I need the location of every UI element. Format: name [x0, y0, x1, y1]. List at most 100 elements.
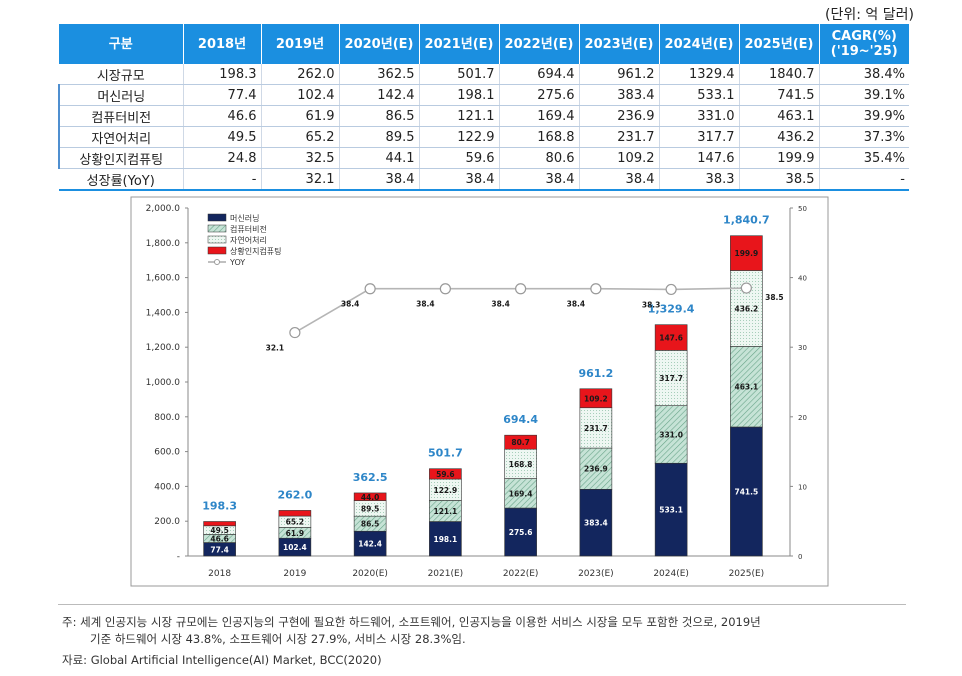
row-label: 컴퓨터비전 — [58, 105, 184, 127]
source-note: 자료: Global Artificial Intelligence(AI) M… — [62, 653, 382, 667]
bar-segment-label: 533.1 — [659, 506, 683, 515]
table-cell: 362.5 — [339, 64, 420, 85]
bar-segment-label: 59.6 — [436, 470, 455, 479]
header-2021: 2021년(E) — [419, 24, 500, 64]
legend-label: 자연어처리 — [230, 235, 267, 245]
bar-segment — [504, 434, 537, 450]
header-cagr-line2: ('19~'25) — [830, 44, 898, 59]
header-2024: 2024년(E) — [659, 24, 740, 64]
bar-segment-label: 741.5 — [735, 487, 759, 496]
table-cell: 38.4% — [819, 64, 909, 85]
table-row: 시장규모 198.3 262.0 362.5 501.7 694.4 961.2 1329.4… — [59, 64, 909, 85]
table-row: 상황인지컴퓨팅 24.8 32.5 44.1 59.6 80.6 109.2 147.6 199… — [58, 147, 909, 169]
yoy-point — [364, 283, 376, 295]
yoy-point — [665, 283, 677, 296]
table-cell: 44.1 — [339, 147, 420, 169]
table-cell: 741.5 — [739, 84, 820, 106]
bar-segment — [730, 235, 763, 271]
table-cell: 102.4 — [261, 84, 340, 106]
table-cell: 501.7 — [419, 64, 500, 85]
y-tick-label: 1,400.0 — [146, 308, 181, 318]
table-cell: 533.1 — [659, 84, 740, 106]
x-tick-label: 2022(E) — [503, 569, 539, 579]
legend-swatch — [207, 235, 227, 244]
header-cagr: CAGR(%) ('19~'25) — [819, 24, 909, 64]
yoy-point — [740, 282, 752, 294]
bar-segment — [429, 521, 462, 557]
table-cell: 436.2 — [739, 126, 820, 148]
x-tick-label: 2018 — [208, 569, 231, 579]
y2-tick-label: 20 — [798, 414, 807, 422]
bar-segment — [579, 388, 613, 409]
bar-segment-label: 44.0 — [361, 493, 380, 502]
y2-tick-label: 0 — [798, 553, 802, 561]
market-chart: - 200.0 400.0 600.0 800.0 1,000.0 1,200.0 1,400… — [130, 196, 829, 587]
table-cell: 331.0 — [659, 105, 740, 127]
x-tick-label: 2025(E) — [729, 569, 765, 579]
bar-segment — [579, 447, 613, 490]
y2-tick-label: 50 — [798, 205, 807, 213]
table-cell: - — [183, 168, 262, 191]
bar-segment-label: 317.7 — [659, 374, 683, 383]
table-cell: 198.1 — [419, 84, 500, 106]
bar-segment-label: 122.9 — [434, 486, 458, 495]
table-cell: 383.4 — [579, 84, 660, 106]
table-cell: - — [819, 168, 909, 191]
bar-segment — [730, 346, 763, 428]
bar-segment-label: 331.0 — [659, 430, 683, 439]
y-tick-label: 400.0 — [154, 482, 180, 492]
y-tick-label: 2,000.0 — [146, 204, 181, 214]
legend-yoy-marker — [214, 259, 220, 265]
bar-segment-label: 383.4 — [584, 519, 608, 528]
bar-segment — [654, 350, 688, 406]
bar-segment — [203, 521, 236, 527]
table-row: 머신러닝 77.4 102.4 142.4 198.1 275.6 383.4 533.1 74… — [58, 84, 909, 106]
bar-segment-label: 436.2 — [735, 304, 759, 313]
row-label: 시장규모 — [59, 64, 184, 85]
bar-segment-label: 142.4 — [358, 540, 382, 549]
table-cell: 109.2 — [579, 147, 660, 169]
table-cell: 317.7 — [659, 126, 740, 148]
y-tick-label: - — [177, 552, 180, 562]
y-tick-label: 1,200.0 — [146, 343, 181, 353]
table-cell: 198.3 — [183, 64, 262, 85]
table-cell: 46.6 — [183, 105, 262, 127]
yoy-label: 38.4 — [491, 300, 510, 309]
header-2023: 2023년(E) — [579, 24, 660, 64]
bar-total-label: 694.4 — [503, 413, 538, 426]
bar-segment-label: 80.7 — [511, 438, 530, 447]
table-cell: 38.5 — [739, 168, 820, 191]
bar-segment-label: 61.9 — [286, 529, 305, 538]
table-cell: 38.4 — [339, 168, 420, 191]
bar-total-label: 198.3 — [202, 499, 237, 512]
legend-swatch — [207, 224, 227, 233]
y2-tick-label: 30 — [798, 344, 807, 352]
table-cell: 231.7 — [579, 126, 660, 148]
table-cell: 142.4 — [339, 84, 420, 106]
table-cell: 59.6 — [419, 147, 500, 169]
bar-segment-label: 275.6 — [509, 528, 533, 537]
x-tick-label: 2021(E) — [428, 569, 464, 579]
bar-segment-label: 121.1 — [434, 507, 458, 516]
y-tick-label: 800.0 — [154, 413, 180, 423]
table-cell: 32.1 — [261, 168, 340, 191]
bar-segment-label: 147.6 — [659, 334, 683, 343]
yoy-point — [590, 283, 602, 295]
bar-segment-label: 198.1 — [434, 535, 458, 544]
bar-segment-label: 231.7 — [584, 424, 608, 433]
table-cell: 89.5 — [339, 126, 420, 148]
bar-segment-label: 46.6 — [210, 534, 229, 543]
table-cell: 275.6 — [499, 84, 580, 106]
bar-segment-label: 102.4 — [283, 543, 307, 552]
bar-total-label: 362.5 — [353, 471, 388, 484]
table-cell: 77.4 — [183, 84, 262, 106]
table-cell: 80.6 — [499, 147, 580, 169]
bar-segment-label: 65.2 — [286, 518, 305, 527]
header-2019: 2019년 — [261, 24, 340, 64]
x-tick-label: 2023(E) — [578, 569, 614, 579]
table-cell: 169.4 — [499, 105, 580, 127]
table-cell: 199.9 — [739, 147, 820, 169]
table-cell: 236.9 — [579, 105, 660, 127]
bar-segment-label: 109.2 — [584, 394, 608, 403]
row-label: 성장률(YoY) — [59, 168, 184, 191]
